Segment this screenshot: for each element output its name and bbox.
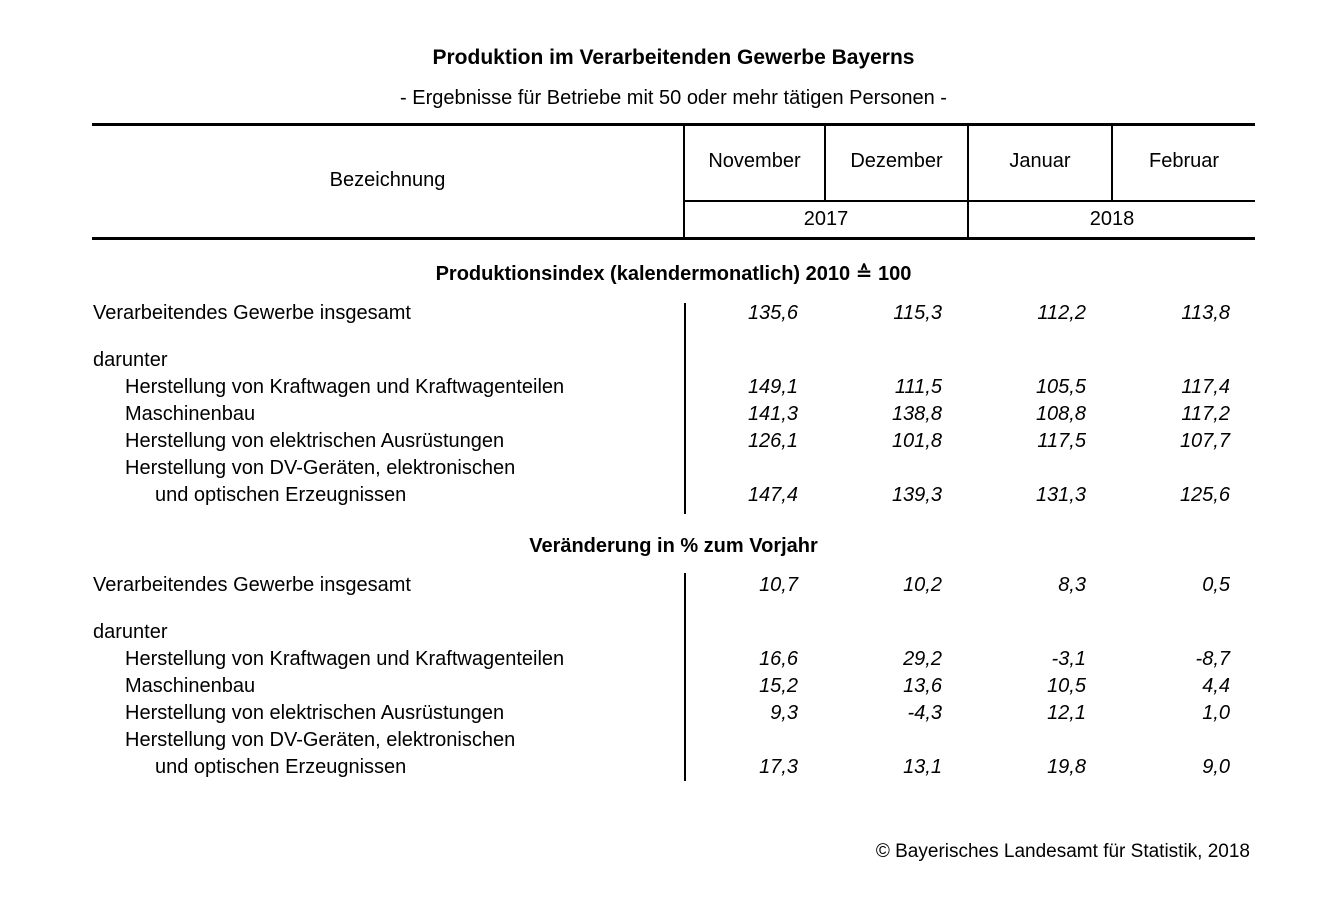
table-row: Verarbeitendes Gewerbe insgesamt 10,7 10,2… bbox=[92, 572, 1255, 599]
year-group-2018: 2018 bbox=[1089, 208, 1135, 230]
cell-value: 108,8 bbox=[1035, 403, 1086, 425]
cell-value: 113,8 bbox=[1181, 302, 1230, 324]
row-label: Herstellung von elektrischen Ausrüstunge… bbox=[125, 430, 505, 452]
section-rows-veraenderung: Verarbeitendes Gewerbe insgesamt 10,7 10,2… bbox=[92, 572, 1255, 784]
table-row: Verarbeitendes Gewerbe insgesamt 135,6 115… bbox=[92, 300, 1255, 327]
page-title: Produktion im Verarbeitenden Gewerbe Bay… bbox=[432, 46, 915, 69]
cell-value: 10,5 bbox=[1047, 675, 1086, 697]
cell-value: 0,5 bbox=[1202, 574, 1230, 596]
section-1-column-divider bbox=[684, 303, 686, 514]
table-row: Maschinenbau 15,2 13,6 10,5 4,4 bbox=[92, 673, 1255, 700]
cell-value: 105,5 bbox=[1035, 376, 1086, 398]
row-label: und optischen Erzeugnissen bbox=[155, 756, 407, 778]
cell-value: 19,8 bbox=[1047, 756, 1086, 778]
row-label: Maschinenbau bbox=[125, 675, 256, 697]
cell-value: 149,1 bbox=[747, 376, 798, 398]
column-header-bezeichnung: Bezeichnung bbox=[329, 168, 446, 191]
table-row: darunter bbox=[92, 619, 1255, 646]
cell-value: -4,3 bbox=[907, 702, 942, 724]
cell-value: 117,4 bbox=[1181, 376, 1230, 398]
table-row: Herstellung von DV-Geräten, elektronisch… bbox=[92, 727, 1255, 754]
cell-value: 10,7 bbox=[759, 574, 798, 596]
row-label: darunter bbox=[93, 621, 168, 643]
row-label: Herstellung von Kraftwagen und Kraftwage… bbox=[125, 648, 565, 670]
column-header-dezember: Dezember bbox=[850, 150, 943, 172]
table-row: Herstellung von DV-Geräten, elektronisch… bbox=[92, 455, 1255, 482]
table-row: und optischen Erzeugnissen 17,3 13,1 19,8 9,… bbox=[92, 754, 1255, 781]
section-2-column-divider bbox=[684, 573, 686, 781]
cell-value: 9,3 bbox=[770, 702, 798, 724]
row-label: darunter bbox=[93, 349, 168, 371]
cell-value: 4,4 bbox=[1202, 675, 1230, 697]
cell-value: 16,6 bbox=[759, 648, 798, 670]
cell-value: 17,3 bbox=[759, 756, 798, 778]
row-label: und optischen Erzeugnissen bbox=[155, 484, 407, 506]
cell-value: 139,3 bbox=[891, 484, 942, 506]
table-row: Herstellung von elektrischen Ausrüstunge… bbox=[92, 428, 1255, 455]
januar-februar-divider bbox=[1111, 123, 1113, 202]
row-label: Herstellung von elektrischen Ausrüstunge… bbox=[125, 702, 505, 724]
row-label: Herstellung von Kraftwagen und Kraftwage… bbox=[125, 376, 565, 398]
cell-value: 1,0 bbox=[1202, 702, 1230, 724]
cell-value: 101,8 bbox=[891, 430, 942, 452]
row-label: Herstellung von DV-Geräten, elektronisch… bbox=[125, 729, 516, 751]
cell-value: 131,3 bbox=[1035, 484, 1086, 506]
column-header-november: November bbox=[708, 150, 801, 172]
page-subtitle: - Ergebnisse für Betriebe mit 50 oder me… bbox=[400, 87, 947, 109]
cell-value: 15,2 bbox=[759, 675, 798, 697]
cell-value: 9,0 bbox=[1202, 756, 1230, 778]
table-row: Herstellung von Kraftwagen und Kraftwage… bbox=[92, 646, 1255, 673]
cell-value: 13,6 bbox=[903, 675, 942, 697]
section-rows-produktionsindex: Verarbeitendes Gewerbe insgesamt 135,6 115… bbox=[92, 300, 1255, 515]
cell-value: 125,6 bbox=[1179, 484, 1230, 506]
column-header-februar: Februar bbox=[1148, 150, 1220, 172]
cell-value: 126,1 bbox=[747, 430, 798, 452]
cell-value: 12,1 bbox=[1047, 702, 1086, 724]
cell-value: 8,3 bbox=[1058, 574, 1086, 596]
copyright-note: © Bayerisches Landesamt für Statistik, 2… bbox=[875, 841, 1250, 862]
row-label: Herstellung von DV-Geräten, elektronisch… bbox=[125, 457, 516, 479]
cell-value: 147,4 bbox=[747, 484, 798, 506]
cell-value: 10,2 bbox=[903, 574, 942, 596]
header-bottom-rule bbox=[92, 237, 1255, 240]
row-label: Verarbeitendes Gewerbe insgesamt bbox=[93, 574, 411, 596]
table-row: und optischen Erzeugnissen 147,4 139,3 131,… bbox=[92, 482, 1255, 509]
cell-value: 115,3 bbox=[893, 302, 942, 324]
cell-value: -8,7 bbox=[1195, 648, 1230, 670]
cell-value: 112,2 bbox=[1037, 302, 1086, 324]
section-heading-produktionsindex: Produktionsindex (kalendermonatlich) 201… bbox=[435, 263, 912, 285]
row-label: Maschinenbau bbox=[125, 403, 256, 425]
table-row: darunter bbox=[92, 347, 1255, 374]
section-heading-veraenderung: Veränderung in % zum Vorjahr bbox=[529, 535, 818, 557]
cell-value: 135,6 bbox=[747, 302, 798, 324]
table-top-rule bbox=[92, 123, 1255, 126]
cell-value: 107,7 bbox=[1179, 430, 1230, 452]
cell-value: 111,5 bbox=[894, 376, 942, 398]
year-group-2017: 2017 bbox=[803, 208, 849, 230]
cell-value: -3,1 bbox=[1051, 648, 1086, 670]
cell-value: 29,2 bbox=[903, 648, 942, 670]
cell-value: 117,2 bbox=[1181, 403, 1230, 425]
cell-value: 13,1 bbox=[903, 756, 942, 778]
label-column-divider bbox=[683, 123, 685, 240]
cell-value: 141,3 bbox=[747, 403, 798, 425]
row-label: Verarbeitendes Gewerbe insgesamt bbox=[93, 302, 411, 324]
table-row: Herstellung von elektrischen Ausrüstunge… bbox=[92, 700, 1255, 727]
year-group-divider bbox=[967, 123, 969, 240]
cell-value: 138,8 bbox=[891, 403, 942, 425]
november-dezember-divider bbox=[824, 123, 826, 202]
table-row: Herstellung von Kraftwagen und Kraftwage… bbox=[92, 374, 1255, 401]
month-year-separator-rule bbox=[683, 200, 1255, 202]
column-header-januar: Januar bbox=[1009, 150, 1071, 172]
table-row: Maschinenbau 141,3 138,8 108,8 117,2 bbox=[92, 401, 1255, 428]
cell-value: 117,5 bbox=[1037, 430, 1086, 452]
